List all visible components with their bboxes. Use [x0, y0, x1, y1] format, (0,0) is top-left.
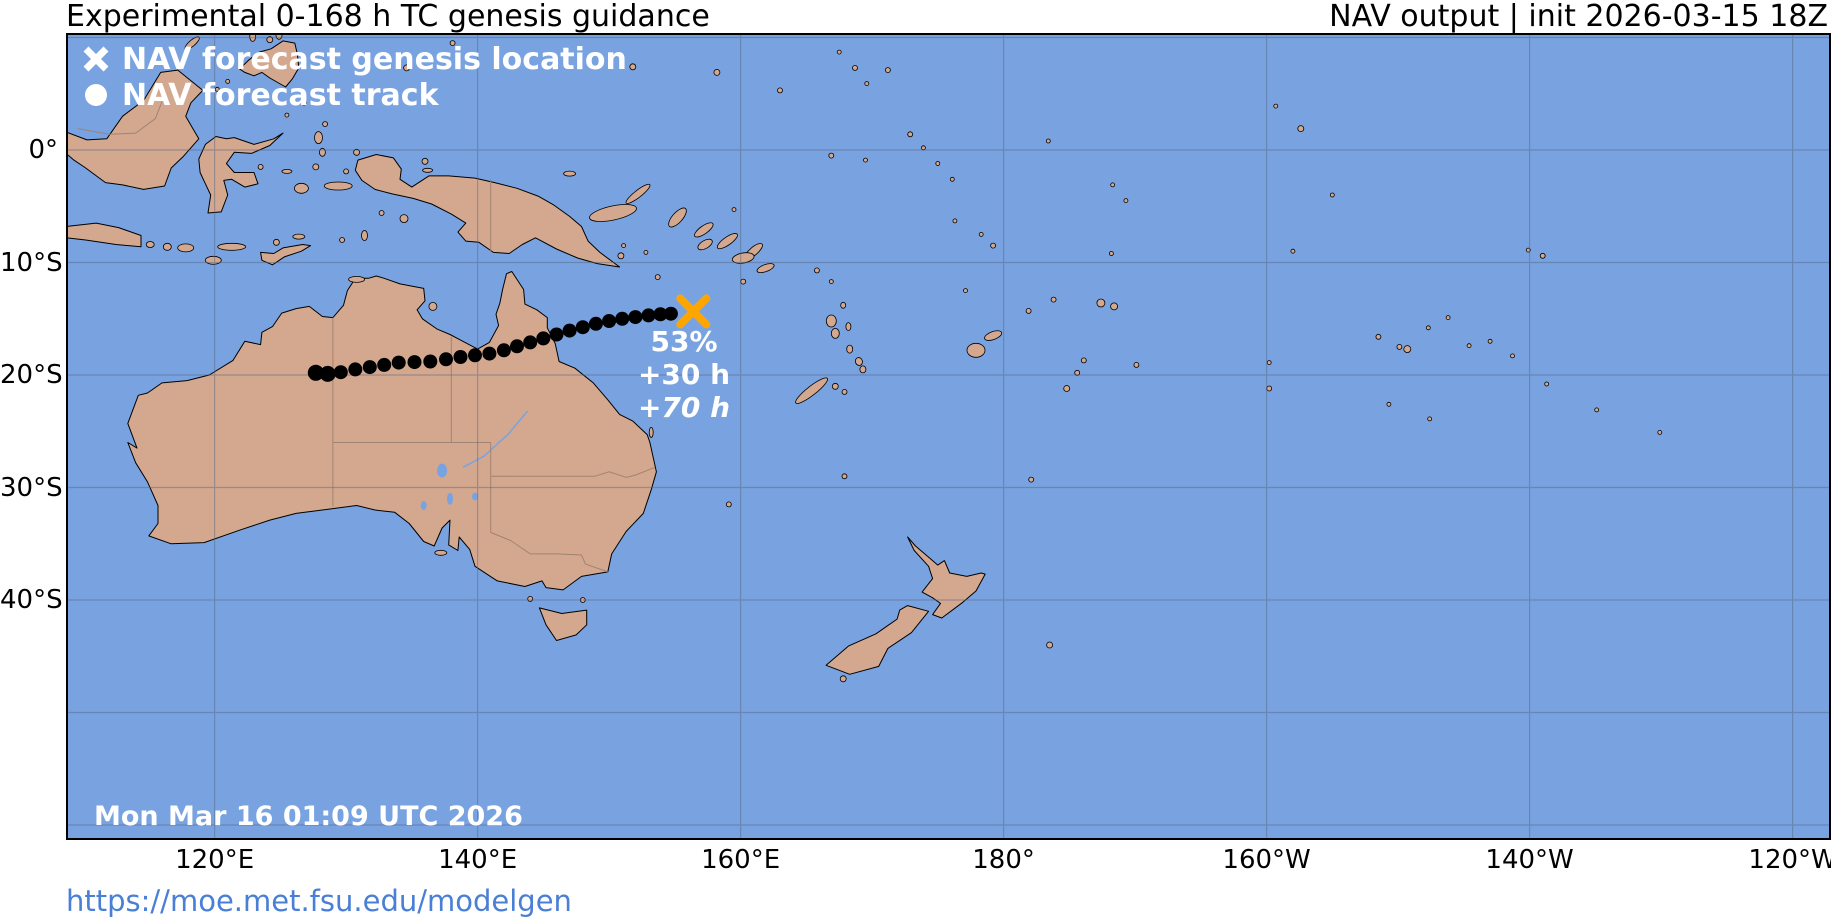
track-point — [615, 311, 630, 326]
valid-timestamp: Mon Mar 16 01:09 UTC 2026 — [94, 801, 523, 832]
track-point — [549, 327, 564, 342]
lon-tick-label: 160°E — [701, 845, 781, 875]
track-end-forecast-hour: +70 h — [637, 391, 731, 424]
lon-tick-label: 140°E — [438, 845, 518, 875]
genesis-annotations: 53% +30 h +70 h — [616, 325, 752, 424]
lon-tick-label: 140°W — [1485, 845, 1574, 875]
lon-tick-label: 160°W — [1222, 845, 1311, 875]
landmasses — [66, 33, 1663, 683]
track-point — [377, 357, 392, 372]
track-point — [575, 320, 590, 335]
lat-tick-label: 40°S — [0, 585, 63, 615]
track-point — [307, 364, 324, 381]
lat-tick-label: 0° — [28, 135, 58, 165]
track-point — [536, 331, 551, 346]
track-point — [391, 355, 406, 370]
map-frame — [66, 33, 1831, 840]
lakes — [420, 463, 478, 510]
gridlines — [66, 33, 1831, 840]
lon-tick-label: 180° — [972, 845, 1035, 875]
track-point — [602, 314, 617, 328]
genesis-x-icon — [83, 46, 109, 72]
lat-tick-label: 20°S — [0, 360, 63, 390]
rivers — [462, 410, 529, 468]
lon-tick-label: 120°E — [175, 845, 255, 875]
map-canvas — [66, 33, 1831, 840]
page-title: Experimental 0-168 h TC genesis guidance — [66, 0, 710, 34]
track-point — [482, 346, 497, 361]
lat-tick-label: 30°S — [0, 472, 63, 503]
model-init-info: NAV output | init 2026-03-15 18Z — [1329, 0, 1828, 34]
track-point — [468, 348, 482, 363]
track-point — [510, 339, 524, 354]
track-point — [407, 355, 422, 370]
legend-track-label: NAV forecast track — [122, 77, 439, 113]
lat-tick-label: 10°S — [0, 247, 63, 278]
track-point — [588, 316, 603, 331]
forecast-map: NAV forecast genesis location NAV foreca… — [66, 33, 1831, 840]
track-point — [653, 307, 668, 322]
genesis-forecast-hour: +30 h — [637, 358, 731, 391]
lon-tick-label: 120°W — [1748, 845, 1831, 875]
track-point — [663, 306, 678, 321]
state-borders — [77, 101, 656, 573]
track-point — [348, 362, 363, 377]
genesis-probability: 53% — [650, 325, 718, 358]
track-point — [641, 308, 656, 323]
source-url-link[interactable]: https://moe.met.fsu.edu/modelgen — [66, 884, 572, 918]
legend-genesis-label: NAV forecast genesis location — [122, 41, 627, 77]
track-point — [423, 354, 438, 369]
forecast-track — [307, 306, 678, 382]
track-point — [453, 350, 468, 364]
track-point — [496, 343, 511, 358]
track-point — [562, 323, 577, 338]
map-legend: NAV forecast genesis location NAV foreca… — [80, 41, 627, 113]
track-point — [319, 365, 336, 382]
track-point — [523, 335, 538, 350]
genesis-marker — [676, 294, 711, 329]
track-point — [362, 360, 377, 375]
track-dot-icon — [85, 84, 107, 106]
track-point — [628, 310, 643, 325]
legend-track-row: NAV forecast track — [80, 77, 627, 113]
track-point — [333, 365, 348, 380]
track-point — [439, 352, 453, 367]
legend-genesis-row: NAV forecast genesis location — [80, 41, 627, 77]
